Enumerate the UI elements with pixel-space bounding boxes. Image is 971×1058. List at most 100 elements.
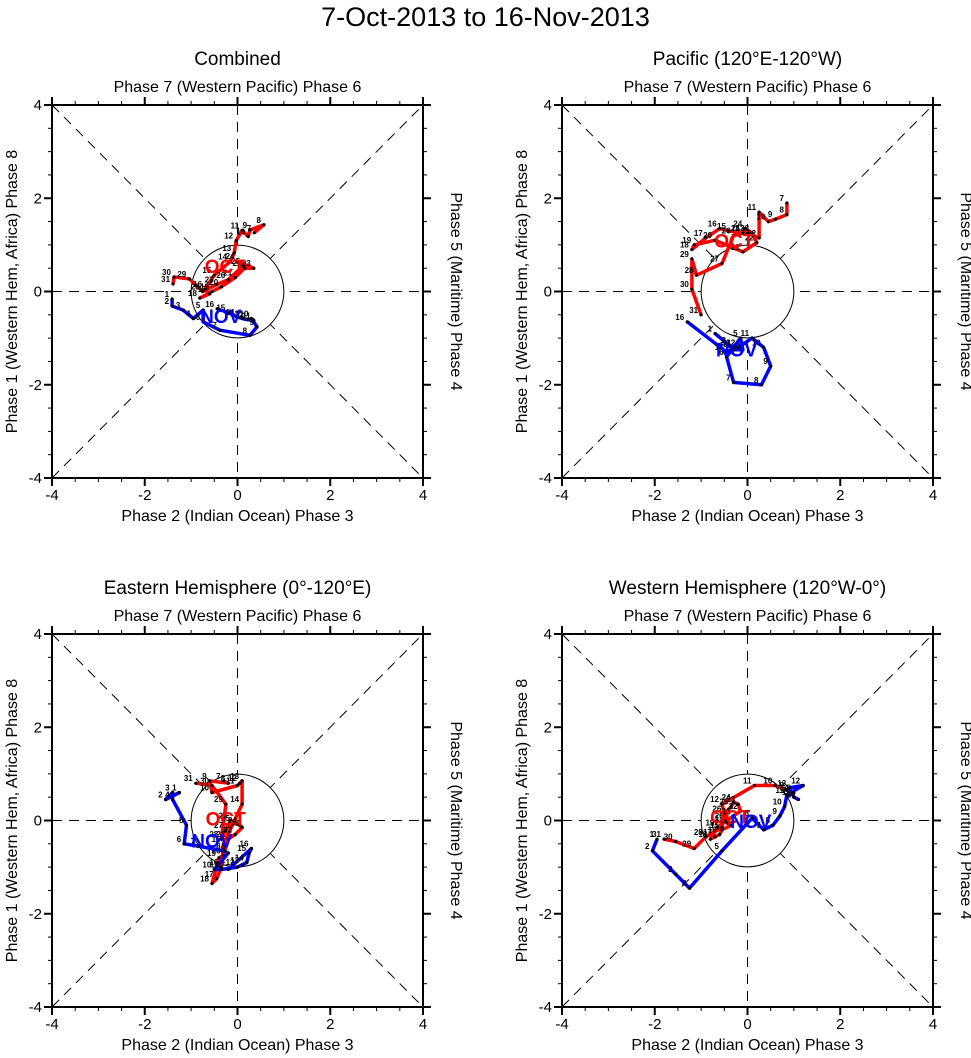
data-point — [248, 228, 252, 232]
y-tick-label: -2 — [539, 377, 552, 394]
day-label: 20 — [715, 812, 724, 821]
day-label: 8 — [754, 376, 759, 385]
data-point — [674, 872, 678, 876]
panel-3: Eastern Hemisphere (0°-120°E) Phase 7 (We… — [4, 578, 464, 1054]
left-axis-label: Phase 1 (Western Hem, Africa) Phase 8 — [4, 679, 21, 962]
data-point — [731, 345, 736, 350]
data-point — [171, 282, 175, 286]
day-label: 23 — [242, 259, 251, 268]
data-point — [785, 788, 789, 792]
data-point — [778, 814, 782, 818]
day-label: 2 — [645, 842, 650, 851]
data-point — [210, 790, 214, 795]
day-label: 8 — [243, 326, 248, 335]
day-label: 27 — [205, 276, 214, 285]
day-label: 26 — [722, 227, 731, 236]
data-point — [715, 825, 719, 830]
data-point — [242, 266, 247, 270]
day-label: 9 — [250, 318, 255, 327]
day-label: 15 — [782, 788, 791, 797]
data-point — [731, 233, 736, 238]
data-point — [252, 266, 256, 270]
day-label: 11 — [242, 311, 251, 320]
data-point — [170, 790, 175, 795]
day-label: 28 — [694, 828, 703, 837]
day-label: 10 — [773, 798, 782, 807]
data-point — [226, 278, 230, 282]
data-point — [674, 839, 678, 844]
data-point — [235, 865, 240, 869]
data-point — [731, 800, 736, 804]
data-point — [722, 811, 726, 816]
day-label: 7 — [782, 786, 787, 795]
data-point — [226, 867, 230, 872]
data-point — [750, 336, 754, 340]
day-label: 20 — [209, 278, 218, 287]
data-point — [741, 231, 745, 235]
day-label: 4 — [682, 879, 687, 888]
left-axis-label: Phase 1 (Western Hem, Africa) Phase 8 — [4, 150, 21, 433]
data-point — [228, 818, 233, 823]
month-label-nov: NOV — [191, 832, 233, 853]
data-point — [226, 851, 230, 855]
data-point — [741, 250, 745, 254]
data-point — [238, 781, 242, 785]
day-label: 13 — [736, 224, 745, 233]
day-label: 16 — [708, 220, 717, 229]
x-tick-label: -2 — [648, 1016, 661, 1033]
data-point — [787, 786, 791, 790]
day-label: 31 — [689, 306, 698, 315]
data-point — [215, 877, 219, 881]
day-label: 6 — [719, 348, 724, 357]
day-label: 14 — [719, 341, 728, 350]
data-point — [252, 318, 256, 323]
day-label: 12 — [710, 795, 719, 804]
day-label: 31 — [652, 830, 661, 839]
day-label: 14 — [780, 784, 789, 793]
day-label: 28 — [209, 830, 218, 839]
day-label: 16 — [787, 791, 796, 800]
data-point — [172, 275, 176, 279]
data-point — [727, 229, 731, 233]
x-tick-label: 4 — [419, 487, 427, 504]
x-tick-label: 4 — [929, 1016, 937, 1033]
data-point — [690, 247, 694, 252]
y-tick-label: -4 — [29, 999, 42, 1016]
data-point — [201, 320, 205, 324]
day-label: 25 — [731, 224, 740, 233]
data-point — [727, 343, 731, 347]
data-point — [226, 310, 230, 315]
day-label: 22 — [233, 259, 242, 268]
day-label: 19 — [705, 818, 714, 827]
day-label: 16 — [708, 825, 717, 834]
day-label: 18 — [698, 830, 707, 839]
month-label-oct: OCT — [710, 807, 751, 828]
data-point — [725, 350, 729, 354]
data-point — [241, 264, 245, 268]
data-point — [234, 239, 238, 243]
panel-title: Combined — [194, 49, 281, 70]
day-label: 31 — [161, 275, 170, 284]
day-label: 9 — [202, 772, 207, 781]
x-axis-label: Phase 2 (Indian Ocean) Phase 3 — [631, 508, 863, 525]
data-point — [232, 251, 236, 255]
data-point — [662, 837, 666, 841]
data-point — [704, 835, 708, 839]
day-label: 30 — [680, 280, 689, 289]
day-label: 16 — [193, 280, 202, 289]
data-point — [170, 297, 174, 301]
x-tick-label: -4 — [555, 487, 568, 504]
data-point — [704, 236, 708, 240]
data-point — [720, 802, 724, 806]
day-label: 6 — [177, 835, 182, 844]
panel-title: Eastern Hemisphere (0°-120°E) — [104, 578, 372, 599]
day-label: 15 — [212, 835, 221, 844]
day-label: 17 — [694, 229, 703, 238]
data-point — [720, 849, 724, 853]
day-label: 29 — [214, 795, 223, 804]
series-line-nov — [686, 320, 773, 387]
y-tick-label: 2 — [34, 190, 42, 207]
day-label: 8 — [766, 816, 771, 825]
day-label: 23 — [726, 795, 735, 804]
day-label: 13 — [230, 310, 239, 319]
